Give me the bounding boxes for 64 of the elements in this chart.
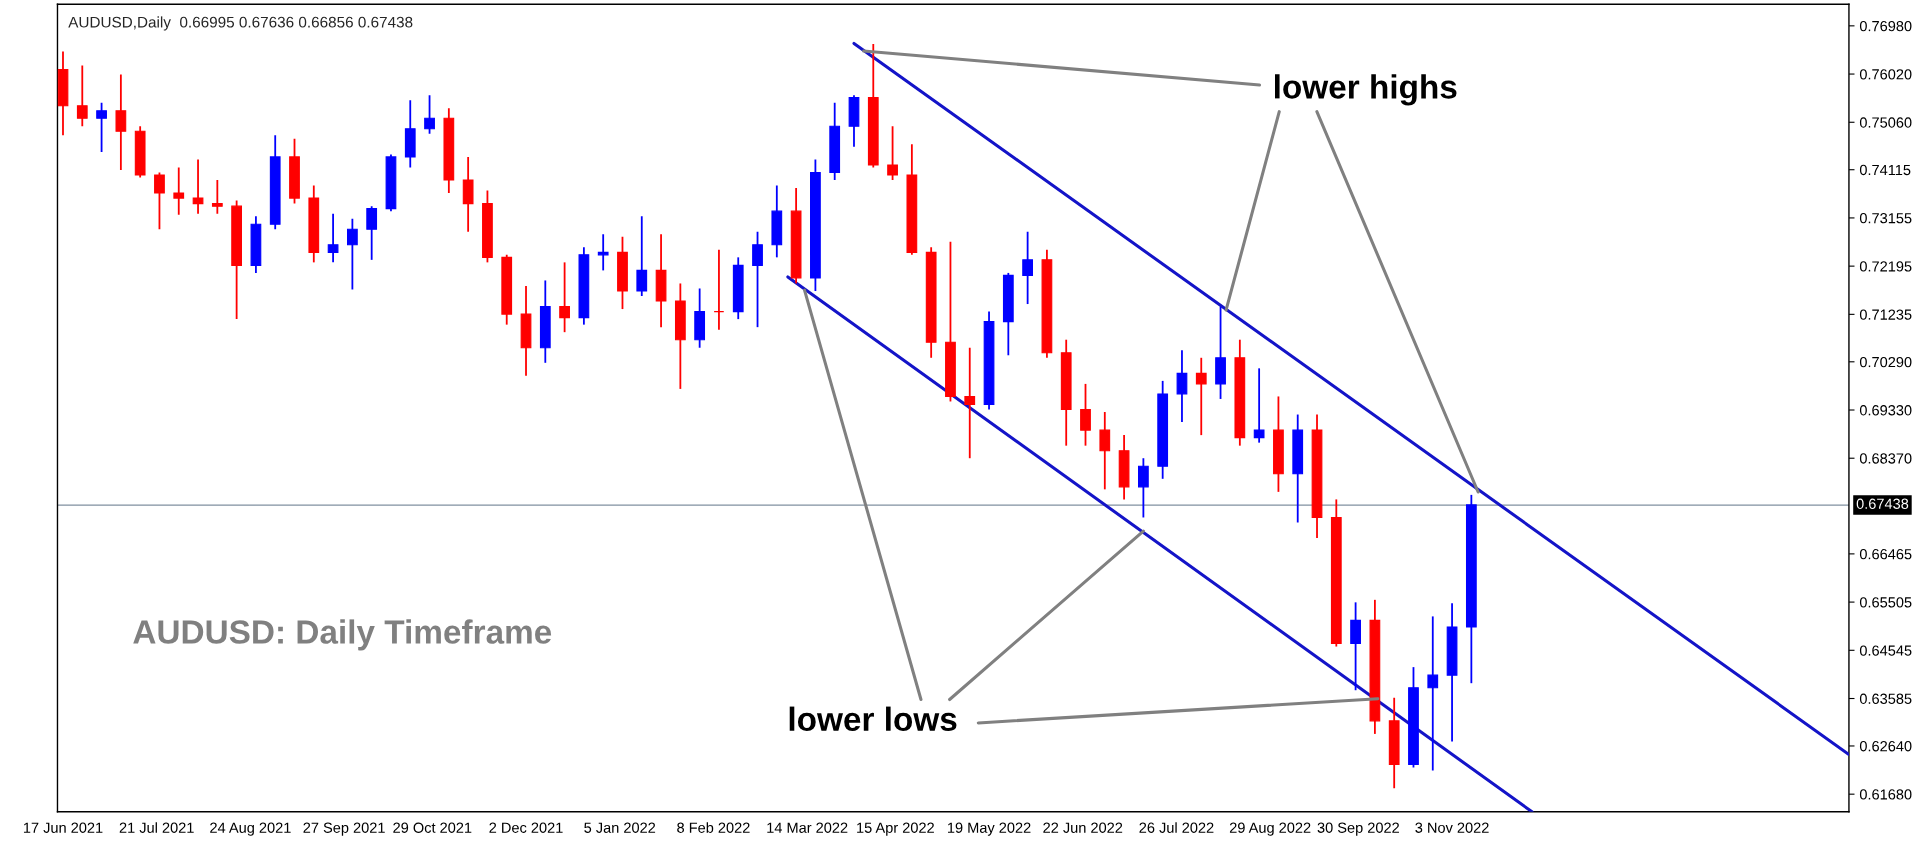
y-tick-label: 0.69330 (1859, 405, 1912, 416)
y-tick-label: 0.76020 (1859, 69, 1912, 80)
candlestick (1176, 349, 1188, 423)
candlestick (173, 166, 185, 216)
y-tick-label: 0.62640 (1859, 741, 1912, 752)
candlestick (1022, 230, 1034, 305)
candlestick (327, 212, 339, 264)
y-tick-label: 0.65505 (1859, 597, 1912, 608)
candlestick (211, 179, 223, 215)
candlestick (887, 125, 898, 181)
candlestick (713, 248, 725, 331)
y-tick-label: 0.66465 (1859, 548, 1912, 560)
x-tick-label: 8 Feb 2022 (677, 822, 750, 833)
x-tick-label: 29 Oct 2021 (393, 822, 472, 833)
candlestick (1138, 457, 1149, 519)
candlestick (1099, 411, 1111, 491)
candlestick (1350, 601, 1361, 692)
y-tick-label: 0.74115 (1859, 164, 1911, 176)
x-tick-label: 21 Jul 2021 (119, 822, 194, 833)
candlestick (752, 230, 763, 329)
y-tick-label: 0.72195 (1859, 261, 1912, 272)
y-tick-label: 0.75060 (1859, 117, 1912, 128)
x-tick-label: 15 Apr 2022 (857, 822, 934, 836)
x-tick-label: 14 Mar 2022 (767, 822, 848, 833)
candlestick (559, 261, 570, 334)
y-tick-label: 0.63585 (1859, 693, 1912, 704)
x-tick-label: 19 May 2022 (948, 822, 1031, 836)
x-tick-label: 26 Jul 2022 (1139, 822, 1214, 833)
candlestick (1253, 367, 1265, 444)
x-tick-label: 29 Aug 2022 (1229, 822, 1311, 836)
candlestick (192, 158, 204, 215)
x-tick-label: 22 Jun 2022 (1043, 822, 1123, 833)
candlestick (96, 101, 107, 153)
x-tick-label: 17 Jun 2021 (23, 822, 103, 833)
x-tick-label: 5 Jan 2022 (584, 822, 656, 833)
candlestick (462, 156, 474, 233)
annotation: lower highs (1274, 74, 1457, 106)
candlestick (76, 64, 88, 128)
y-tick-label: 0.70290 (1859, 356, 1912, 368)
candlestick (115, 73, 127, 171)
candlestick (154, 171, 165, 231)
x-tick-label: 2 Dec 2021 (489, 822, 563, 833)
x-tick-label: 27 Sep 2021 (303, 822, 385, 836)
ref-line-label: 0.67438 (1856, 498, 1909, 509)
y-tick-label: 0.71235 (1859, 309, 1912, 320)
y-tick-label: 0.61680 (1859, 789, 1912, 800)
text: AUDUSD,Daily 0.66995 0.67636 0.66856 0.67438 (68, 16, 413, 31)
x-tick-label: 24 Aug 2021 (210, 822, 291, 836)
candlestick (1195, 356, 1207, 437)
candlestick (347, 217, 358, 291)
candlestick (1080, 382, 1091, 447)
y-tick-label: 0.64545 (1859, 645, 1912, 656)
candlestick (964, 346, 976, 460)
candlestick (1427, 615, 1439, 772)
x-tick-label: 30 Sep 2022 (1317, 822, 1399, 836)
candlestick (636, 215, 648, 297)
candlestick (424, 94, 435, 135)
x-tick-label: 3 Nov 2022 (1415, 822, 1489, 833)
annotation: AUDUSD: Daily Timeframe (133, 619, 552, 651)
annotation: lower lows (789, 706, 957, 732)
y-tick-label: 0.68370 (1859, 453, 1912, 464)
candlestick (366, 205, 378, 261)
y-tick-label: 0.76980 (1859, 20, 1912, 32)
y-tick-label: 0.73155 (1859, 213, 1912, 224)
